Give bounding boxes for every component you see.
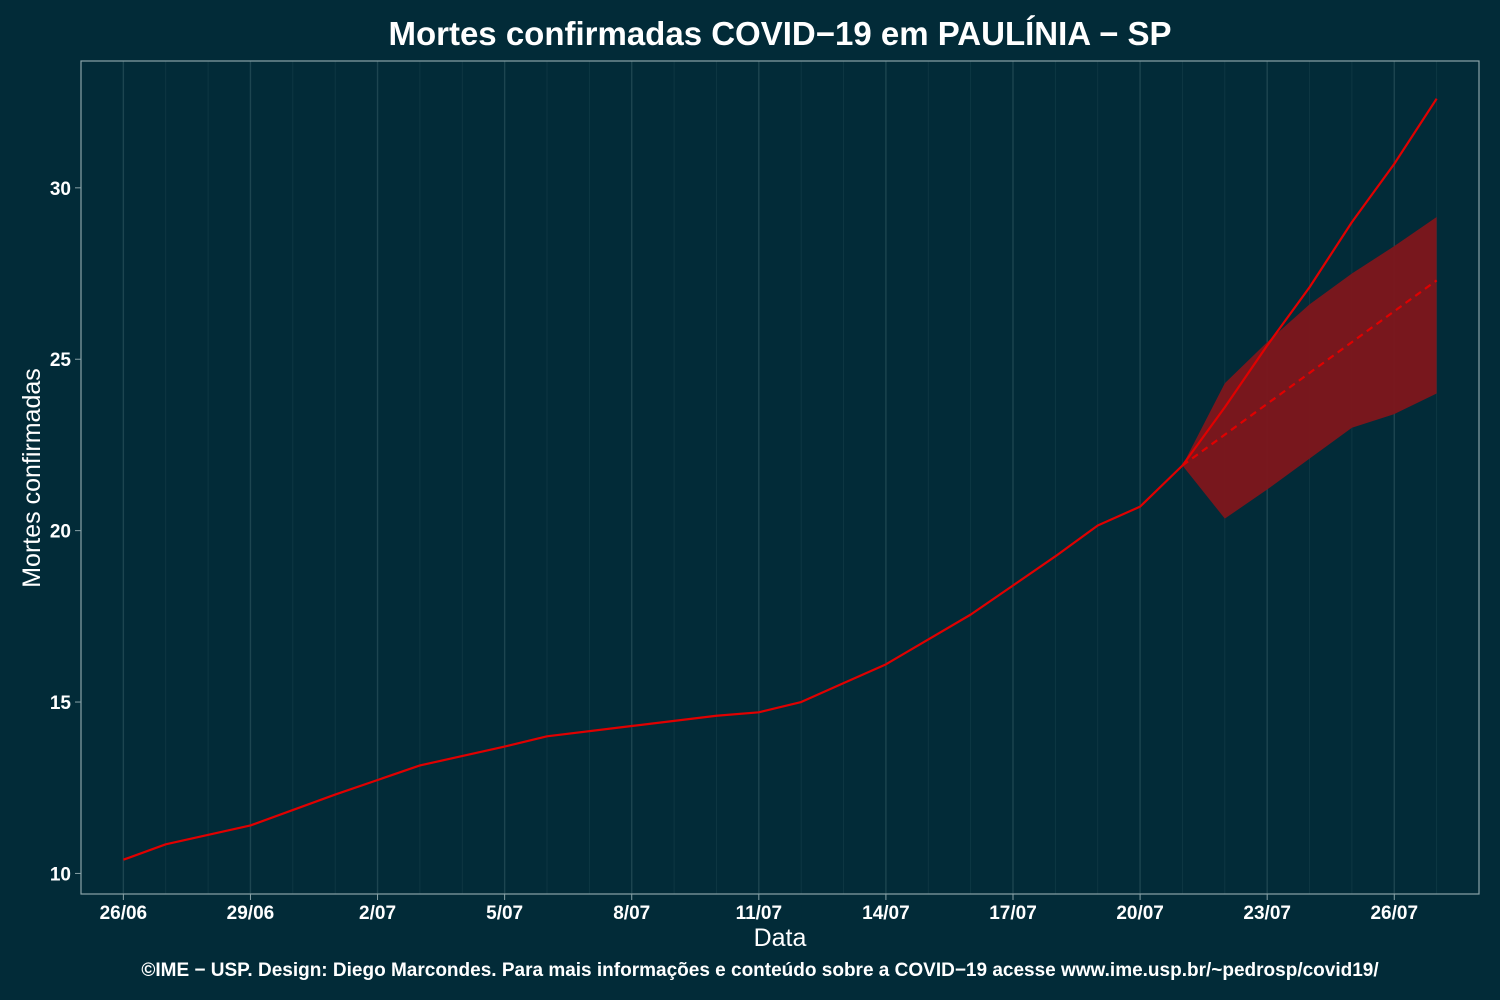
series-lines: [122, 98, 1438, 861]
x-tick-label: 5/07: [486, 903, 523, 924]
y-tick-label: 15: [50, 693, 72, 714]
chart-title: Mortes confirmadas COVID−19 em PAULÍNIA …: [388, 15, 1171, 52]
grid: [122, 61, 1438, 894]
x-tick-label: 17/07: [989, 903, 1037, 924]
series-line-projection: [1181, 98, 1438, 467]
y-tick-label: 30: [50, 179, 71, 200]
x-axis-label: Data: [754, 924, 807, 952]
y-tick-label: 20: [50, 522, 71, 543]
caption: ©IME − USP. Design: Diego Marcondes. Par…: [141, 960, 1379, 981]
x-tick-label: 26/06: [100, 903, 148, 924]
x-tick-label: 23/07: [1243, 903, 1291, 924]
x-tick-label: 8/07: [613, 903, 650, 924]
x-tick-label: 11/07: [736, 903, 783, 924]
x-tick-label: 20/07: [1116, 903, 1164, 924]
y-axis-label: Mortes confirmadas: [18, 368, 46, 588]
series-line-observed: [122, 464, 1184, 861]
plot-frame: [80, 60, 1480, 895]
x-tick-label: 14/07: [862, 903, 910, 924]
x-tick-label: 29/06: [227, 903, 275, 924]
series-line-trend: [1181, 279, 1438, 467]
prediction-band-area: [1182, 216, 1437, 519]
y-axis-ticks: 10 15 20 25 30: [50, 179, 81, 885]
x-tick-label: 26/07: [1370, 903, 1418, 924]
x-axis-ticks: 26/06 29/06 2/07 5/07 8/07 11/07 14/07 17/07 20/…: [100, 894, 1418, 924]
y-tick-label: 25: [50, 350, 72, 371]
x-tick-label: 2/07: [359, 903, 396, 924]
prediction-band: [1182, 216, 1437, 519]
y-tick-label: 10: [50, 864, 71, 885]
